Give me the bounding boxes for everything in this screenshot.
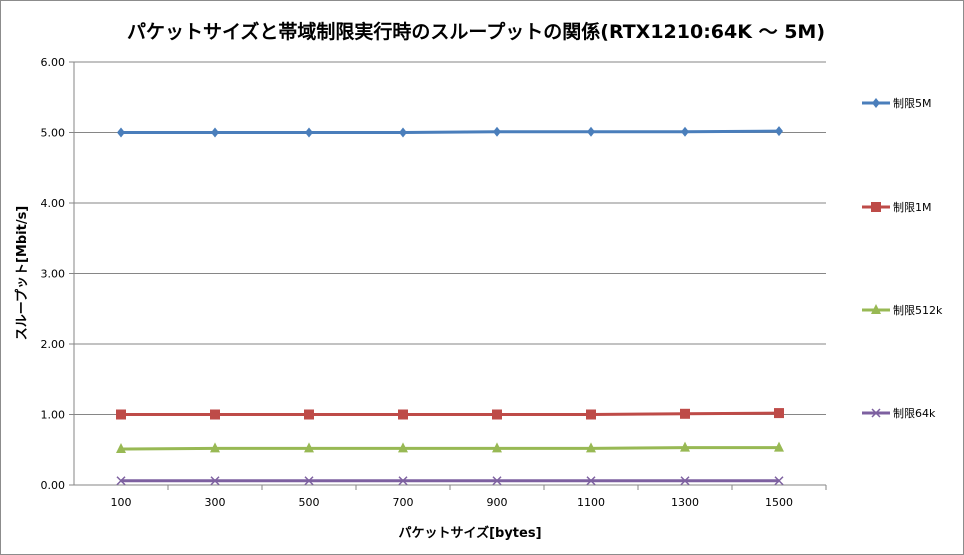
series-x xyxy=(116,476,784,486)
y-tick-label: 6.00 xyxy=(41,56,66,69)
data-point xyxy=(210,442,220,453)
series-line xyxy=(121,411,780,416)
y-tick-label: 1.00 xyxy=(41,409,66,422)
data-point xyxy=(211,127,219,138)
data-point xyxy=(774,476,784,486)
data-point xyxy=(774,408,784,419)
data-point xyxy=(680,441,690,452)
data-point xyxy=(492,409,502,420)
series-line xyxy=(121,129,780,134)
x-tick-label: 500 xyxy=(299,496,320,509)
data-point xyxy=(680,476,690,486)
y-tick-label: 2.00 xyxy=(41,338,66,351)
data-point xyxy=(398,442,408,453)
data-point xyxy=(116,443,126,454)
data-point xyxy=(304,476,314,486)
y-tick-label: 4.00 xyxy=(41,197,66,210)
x-tick-label: 900 xyxy=(487,496,508,509)
series-line xyxy=(120,446,779,451)
legend-item: 制限64k xyxy=(862,407,936,420)
data-point xyxy=(774,441,784,452)
data-point xyxy=(305,127,313,138)
series-triangle xyxy=(116,441,784,454)
data-point xyxy=(586,442,596,453)
legend-item: 制限1M xyxy=(862,201,932,214)
data-point xyxy=(116,476,126,486)
x-tick-label: 1300 xyxy=(671,496,699,509)
series-diamond xyxy=(117,126,783,138)
data-point xyxy=(587,126,595,137)
legend-label: 制限1M xyxy=(893,201,932,214)
legend-item: 制限512k xyxy=(862,304,943,317)
legend-marker xyxy=(871,408,881,418)
x-tick-label: 1500 xyxy=(765,496,793,509)
data-point xyxy=(210,476,220,486)
x-tick-label: 700 xyxy=(393,496,414,509)
data-point xyxy=(492,476,502,486)
legend-label: 制限512k xyxy=(893,304,943,317)
data-point xyxy=(493,126,501,137)
series-square xyxy=(116,408,784,420)
y-tick-label: 0.00 xyxy=(41,479,66,492)
data-point xyxy=(681,126,689,137)
legend-label: 制限64k xyxy=(893,407,936,420)
y-tick-label: 3.00 xyxy=(41,268,66,281)
y-tick-label: 5.00 xyxy=(41,127,66,140)
legend-label: 制限5M xyxy=(893,97,932,110)
data-point xyxy=(398,476,408,486)
data-point xyxy=(775,126,783,137)
x-tick-label: 300 xyxy=(205,496,226,509)
data-point xyxy=(210,409,220,420)
data-point xyxy=(399,127,407,138)
data-point xyxy=(680,408,690,419)
data-point xyxy=(586,409,596,420)
data-point xyxy=(492,442,502,453)
data-point xyxy=(116,409,126,420)
legend-marker xyxy=(871,202,881,212)
x-tick-label: 100 xyxy=(111,496,132,509)
legend-marker xyxy=(871,304,881,314)
y-axis-label: スループット[Mbit/s] xyxy=(15,206,30,341)
data-point xyxy=(398,409,408,420)
legend-marker xyxy=(872,98,880,108)
data-point xyxy=(304,409,314,420)
chart-title: パケットサイズと帯域制限実行時のスループットの関係(RTX1210:64K ～ … xyxy=(127,20,825,43)
x-axis-label: パケットサイズ[bytes] xyxy=(398,525,541,541)
legend-item: 制限5M xyxy=(862,97,932,110)
data-point xyxy=(117,127,125,138)
x-tick-label: 1100 xyxy=(577,496,605,509)
data-point xyxy=(586,476,596,486)
data-point xyxy=(304,442,314,453)
